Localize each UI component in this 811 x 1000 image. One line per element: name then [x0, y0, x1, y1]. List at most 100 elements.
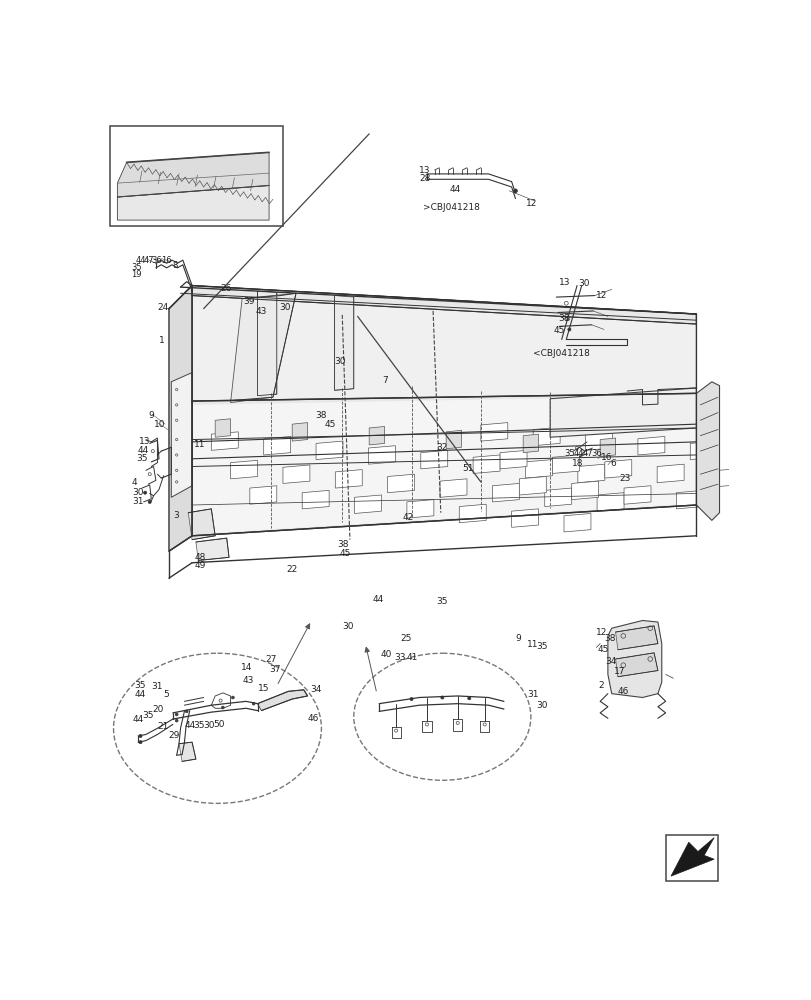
- Text: 49: 49: [194, 561, 205, 570]
- Text: 10: 10: [154, 420, 165, 429]
- Circle shape: [175, 719, 178, 722]
- Text: 38: 38: [603, 634, 615, 643]
- Text: 45: 45: [597, 645, 608, 654]
- Polygon shape: [670, 838, 713, 876]
- Text: 36: 36: [591, 449, 602, 458]
- Polygon shape: [368, 446, 395, 464]
- Text: 16: 16: [600, 453, 611, 462]
- Circle shape: [139, 741, 142, 744]
- Polygon shape: [604, 460, 631, 478]
- Polygon shape: [211, 432, 238, 450]
- Text: 8: 8: [173, 261, 178, 270]
- Polygon shape: [406, 500, 433, 518]
- Polygon shape: [335, 470, 362, 488]
- Polygon shape: [551, 455, 579, 473]
- Polygon shape: [599, 438, 615, 456]
- Text: 4: 4: [132, 478, 138, 487]
- Circle shape: [148, 500, 151, 503]
- Bar: [109, 126, 282, 226]
- Polygon shape: [519, 477, 546, 495]
- Polygon shape: [354, 495, 381, 513]
- Text: <CBJ041218: <CBJ041218: [533, 349, 590, 358]
- Polygon shape: [440, 479, 466, 497]
- Text: 35: 35: [131, 263, 142, 272]
- Polygon shape: [292, 423, 307, 441]
- Text: 12: 12: [595, 291, 607, 300]
- Polygon shape: [118, 185, 268, 220]
- Polygon shape: [615, 653, 657, 677]
- Text: 30: 30: [334, 357, 345, 366]
- Text: 30: 30: [279, 303, 290, 312]
- Text: 44: 44: [135, 256, 146, 265]
- Text: 18: 18: [571, 459, 582, 468]
- Polygon shape: [302, 490, 328, 509]
- Polygon shape: [585, 432, 611, 450]
- Text: 35: 35: [535, 642, 547, 651]
- Text: 11: 11: [526, 640, 538, 649]
- Text: 45: 45: [339, 549, 350, 558]
- Text: >CBJ041218: >CBJ041218: [423, 203, 479, 212]
- Text: 44: 44: [449, 185, 461, 194]
- Polygon shape: [264, 436, 290, 455]
- Polygon shape: [250, 486, 277, 504]
- Polygon shape: [188, 509, 215, 540]
- Text: 43: 43: [255, 307, 267, 316]
- Text: 42: 42: [401, 513, 413, 522]
- Text: 22: 22: [286, 565, 298, 574]
- Text: 31: 31: [151, 682, 162, 691]
- Polygon shape: [473, 455, 500, 473]
- Text: 35: 35: [134, 681, 146, 690]
- Text: 35: 35: [436, 597, 447, 606]
- Text: 35: 35: [564, 449, 574, 458]
- Text: 21: 21: [157, 722, 169, 731]
- Text: 48: 48: [194, 553, 205, 562]
- Text: 38: 38: [337, 540, 349, 549]
- Polygon shape: [257, 690, 307, 711]
- Text: 7: 7: [382, 376, 388, 385]
- Text: 30: 30: [204, 721, 215, 730]
- Polygon shape: [709, 469, 736, 487]
- Text: 19: 19: [131, 270, 142, 279]
- Circle shape: [440, 696, 444, 699]
- Text: 44: 44: [573, 449, 583, 458]
- Text: 6: 6: [609, 459, 616, 468]
- Text: 45: 45: [324, 420, 336, 429]
- Text: 44: 44: [134, 690, 145, 699]
- Circle shape: [252, 702, 255, 705]
- Polygon shape: [118, 152, 268, 197]
- Text: 35: 35: [193, 721, 205, 730]
- Text: 45: 45: [552, 326, 564, 335]
- Circle shape: [175, 713, 178, 716]
- Text: 30: 30: [577, 279, 589, 288]
- Polygon shape: [522, 434, 538, 453]
- Text: 17: 17: [613, 667, 624, 676]
- Text: 2: 2: [597, 681, 603, 690]
- Text: 14: 14: [240, 663, 251, 672]
- Polygon shape: [550, 388, 696, 437]
- Polygon shape: [387, 474, 414, 493]
- Polygon shape: [564, 513, 590, 532]
- Circle shape: [467, 697, 470, 700]
- Text: 11: 11: [194, 440, 206, 449]
- Polygon shape: [480, 423, 507, 441]
- Text: 25: 25: [401, 634, 412, 643]
- Text: 33: 33: [393, 653, 405, 662]
- Polygon shape: [420, 450, 447, 469]
- Bar: [665, 835, 717, 881]
- Polygon shape: [676, 490, 702, 509]
- Polygon shape: [696, 382, 719, 520]
- Text: 12: 12: [595, 628, 607, 637]
- Text: 9: 9: [515, 634, 521, 643]
- Text: 3: 3: [173, 511, 178, 520]
- Polygon shape: [282, 465, 310, 483]
- Circle shape: [231, 696, 234, 699]
- Polygon shape: [500, 450, 526, 469]
- Text: 31: 31: [526, 690, 538, 699]
- Text: 13: 13: [418, 166, 430, 175]
- Text: 1: 1: [159, 336, 165, 345]
- Polygon shape: [257, 291, 277, 396]
- Text: 34: 34: [605, 657, 616, 666]
- Polygon shape: [192, 396, 696, 534]
- Text: 40: 40: [380, 650, 392, 659]
- Polygon shape: [533, 427, 560, 446]
